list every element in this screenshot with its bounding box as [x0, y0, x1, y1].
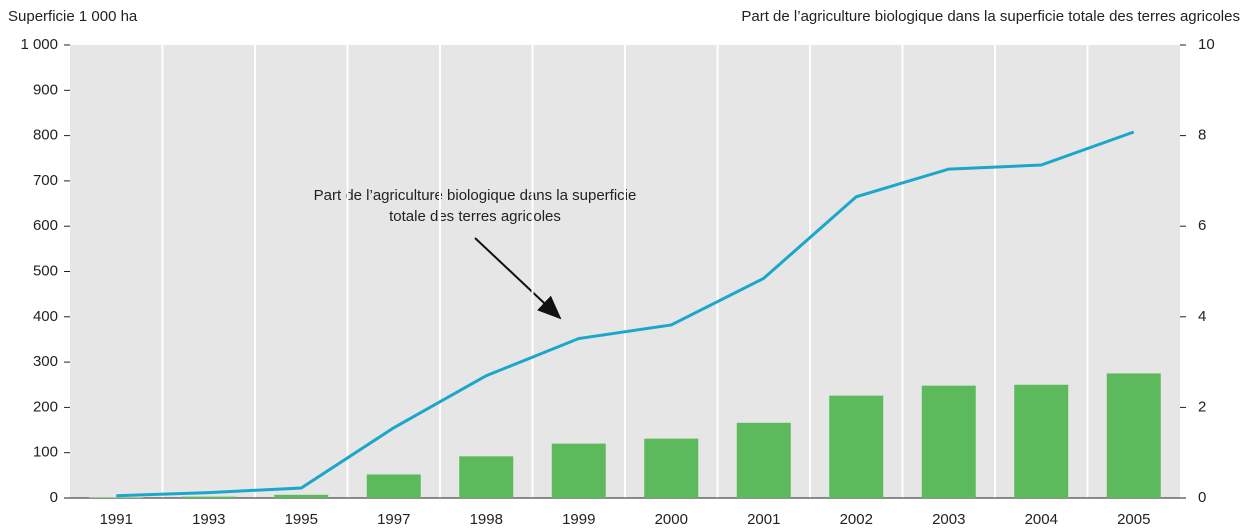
y-tick-label: 900 — [33, 81, 58, 98]
y-tick-label: 100 — [33, 444, 58, 461]
x-tick-label: 1991 — [100, 511, 133, 528]
bar — [644, 438, 699, 498]
x-tick-label: 1998 — [470, 511, 503, 528]
bar — [274, 494, 329, 498]
y2-tick-label: 2 — [1198, 398, 1206, 415]
bar — [551, 443, 606, 498]
y-tick-label: 400 — [33, 308, 58, 325]
annotation: Part de l’agriculture biologique dans la… — [314, 187, 637, 204]
x-tick-label: 2000 — [655, 511, 688, 528]
annotation-arrow — [474, 237, 562, 320]
y2-tick-label: 10 — [1198, 36, 1215, 53]
annotation: totale des terres agricoles — [389, 208, 561, 225]
y-tick-label: 1 000 — [20, 36, 58, 53]
bar — [366, 474, 421, 498]
y2-tick-label: 8 — [1198, 127, 1206, 144]
x-tick-label: 2002 — [840, 511, 873, 528]
x-tick-label: 1993 — [192, 511, 225, 528]
bar — [1106, 373, 1161, 498]
bar — [1014, 384, 1069, 498]
x-tick-label: 2005 — [1117, 511, 1150, 528]
y-tick-label: 700 — [33, 172, 58, 189]
bar — [829, 395, 884, 498]
y-tick-label: 800 — [33, 127, 58, 144]
y-tick-label: 300 — [33, 353, 58, 370]
y2-tick-label: 4 — [1198, 308, 1206, 325]
x-tick-label: 2003 — [932, 511, 965, 528]
bar — [921, 385, 976, 498]
y2-tick-label: 0 — [1198, 489, 1206, 506]
bar — [736, 422, 791, 498]
y-tick-label: 600 — [33, 217, 58, 234]
x-tick-label: 1999 — [562, 511, 595, 528]
bar — [181, 496, 236, 498]
y2-axis-title: Part de l’agriculture biologique dans la… — [741, 8, 1240, 25]
x-tick-label: 1997 — [377, 511, 410, 528]
y-tick-label: 200 — [33, 398, 58, 415]
bar — [459, 456, 514, 498]
y-axis-title: Superficie 1 000 ha — [8, 8, 138, 25]
x-tick-label: 1995 — [285, 511, 318, 528]
x-tick-label: 2004 — [1025, 511, 1058, 528]
y2-tick-label: 6 — [1198, 217, 1206, 234]
line — [116, 130, 1135, 498]
y-tick-label: 0 — [50, 489, 58, 506]
y-tick-label: 500 — [33, 262, 58, 279]
x-tick-label: 2001 — [747, 511, 780, 528]
